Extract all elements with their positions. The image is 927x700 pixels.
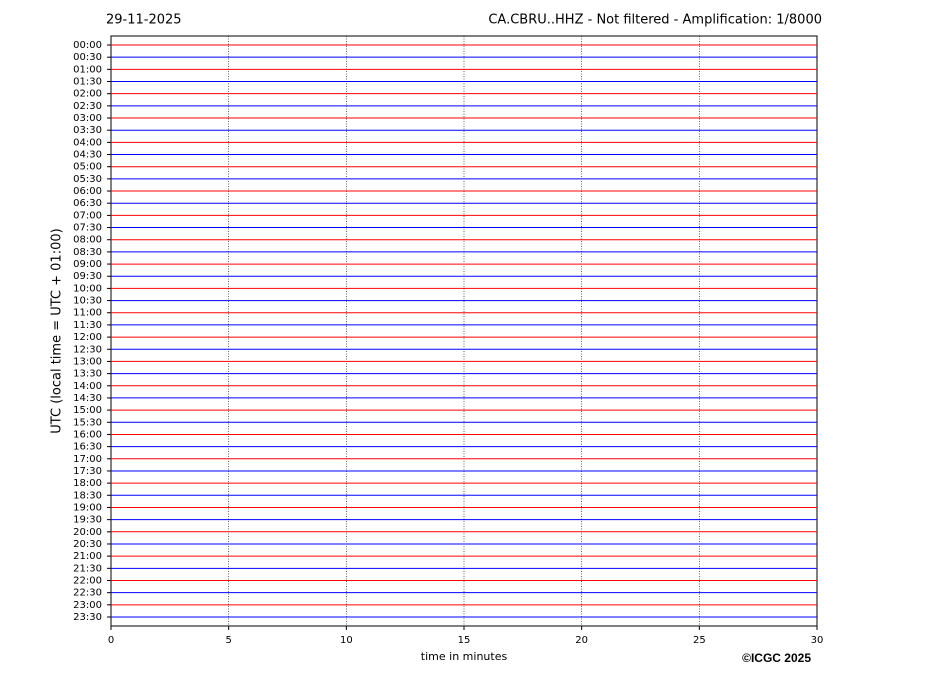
y-tick-label: 16:30 [73,442,102,453]
y-tick-label: 23:30 [73,612,102,623]
y-tick-label: 17:00 [73,454,102,465]
y-tick-label: 02:30 [73,101,102,112]
y-axis-label: UTC (local time = UTC + 01:00) [50,228,65,433]
x-axis-label: time in minutes [421,650,508,663]
y-tick-label: 22:00 [73,575,102,586]
y-tick-label: 11:00 [73,308,102,319]
y-tick-label: 08:30 [73,247,102,258]
y-tick-label: 03:00 [73,113,102,124]
y-tick-label: 04:30 [73,150,102,161]
y-tick-label: 00:30 [73,52,102,63]
y-tick-label: 01:30 [73,77,102,88]
y-tick-label: 13:30 [73,369,102,380]
y-tick-label: 03:30 [73,125,102,136]
x-tick-label: 15 [458,635,471,646]
y-tick-label: 15:30 [73,417,102,428]
x-tick-label: 10 [340,635,353,646]
y-tick-label: 17:30 [73,466,102,477]
y-tick-label: 15:00 [73,405,102,416]
y-tick-label: 16:00 [73,429,102,440]
y-tick-label: 23:00 [73,600,102,611]
x-tick-label: 20 [575,635,588,646]
y-tick-label: 18:00 [73,478,102,489]
copyright: ©ICGC 2025 [742,651,811,665]
y-tick-label: 06:30 [73,198,102,209]
y-tick-label: 21:30 [73,563,102,574]
y-tick-label: 01:00 [73,64,102,75]
y-tick-label: 13:00 [73,356,102,367]
y-tick-label: 11:30 [73,320,102,331]
y-tick-label: 19:00 [73,502,102,513]
y-tick-label: 06:00 [73,186,102,197]
y-tick-label: 00:00 [73,40,102,51]
y-tick-label: 10:00 [73,283,102,294]
y-tick-label: 21:00 [73,551,102,562]
date: 29-11-2025 [106,13,182,28]
y-tick-label: 05:00 [73,162,102,173]
y-tick-label: 14:00 [73,381,102,392]
x-tick-label: 5 [225,635,231,646]
y-tick-label: 14:30 [73,393,102,404]
x-tick-label: 0 [108,635,114,646]
y-tick-label: 10:30 [73,296,102,307]
chart-title: CA.CBRU..HHZ - Not filtered - Amplificat… [488,13,822,28]
y-tick-label: 09:00 [73,259,102,270]
y-tick-label: 19:30 [73,515,102,526]
x-tick-label: 25 [693,635,706,646]
y-tick-label: 12:00 [73,332,102,343]
y-tick-label: 07:00 [73,210,102,221]
y-tick-label: 04:00 [73,137,102,148]
y-tick-label: 18:30 [73,490,102,501]
y-tick-label: 09:30 [73,271,102,282]
y-tick-label: 07:30 [73,223,102,234]
y-tick-label: 02:00 [73,89,102,100]
y-tick-label: 20:30 [73,539,102,550]
y-tick-label: 20:00 [73,527,102,538]
y-tick-label: 08:00 [73,235,102,246]
x-tick-label: 30 [811,635,824,646]
y-tick-label: 22:30 [73,588,102,599]
y-tick-label: 05:30 [73,174,102,185]
y-tick-label: 12:30 [73,344,102,355]
